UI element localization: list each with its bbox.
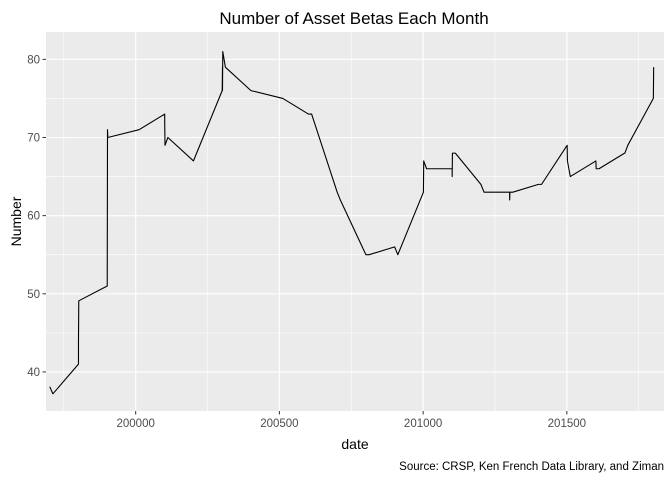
axis-tick-labels: 200000 200500 201000 201500 40 50 60 70 80 [27, 54, 586, 430]
y-tick-label: 40 [27, 367, 40, 379]
x-axis-title: date [341, 436, 368, 452]
plot-panel [46, 32, 664, 411]
y-tick-label: 50 [27, 289, 40, 301]
axis-ticks [42, 58, 568, 415]
x-tick-label: 200500 [260, 418, 298, 430]
y-tick-label: 70 [27, 132, 40, 144]
x-tick-label: 200000 [116, 418, 154, 430]
y-axis-title: Number [8, 196, 24, 246]
grid-lines [46, 32, 664, 411]
y-tick-label: 60 [27, 211, 40, 223]
x-tick-label: 201000 [404, 418, 442, 430]
chart-caption: Source: CRSP, Ken French Data Library, a… [399, 461, 664, 473]
series-line [49, 50, 655, 395]
chart-title: Number of Asset Betas Each Month [219, 9, 488, 28]
y-tick-label: 80 [27, 54, 40, 66]
x-tick-label: 201500 [548, 418, 586, 430]
